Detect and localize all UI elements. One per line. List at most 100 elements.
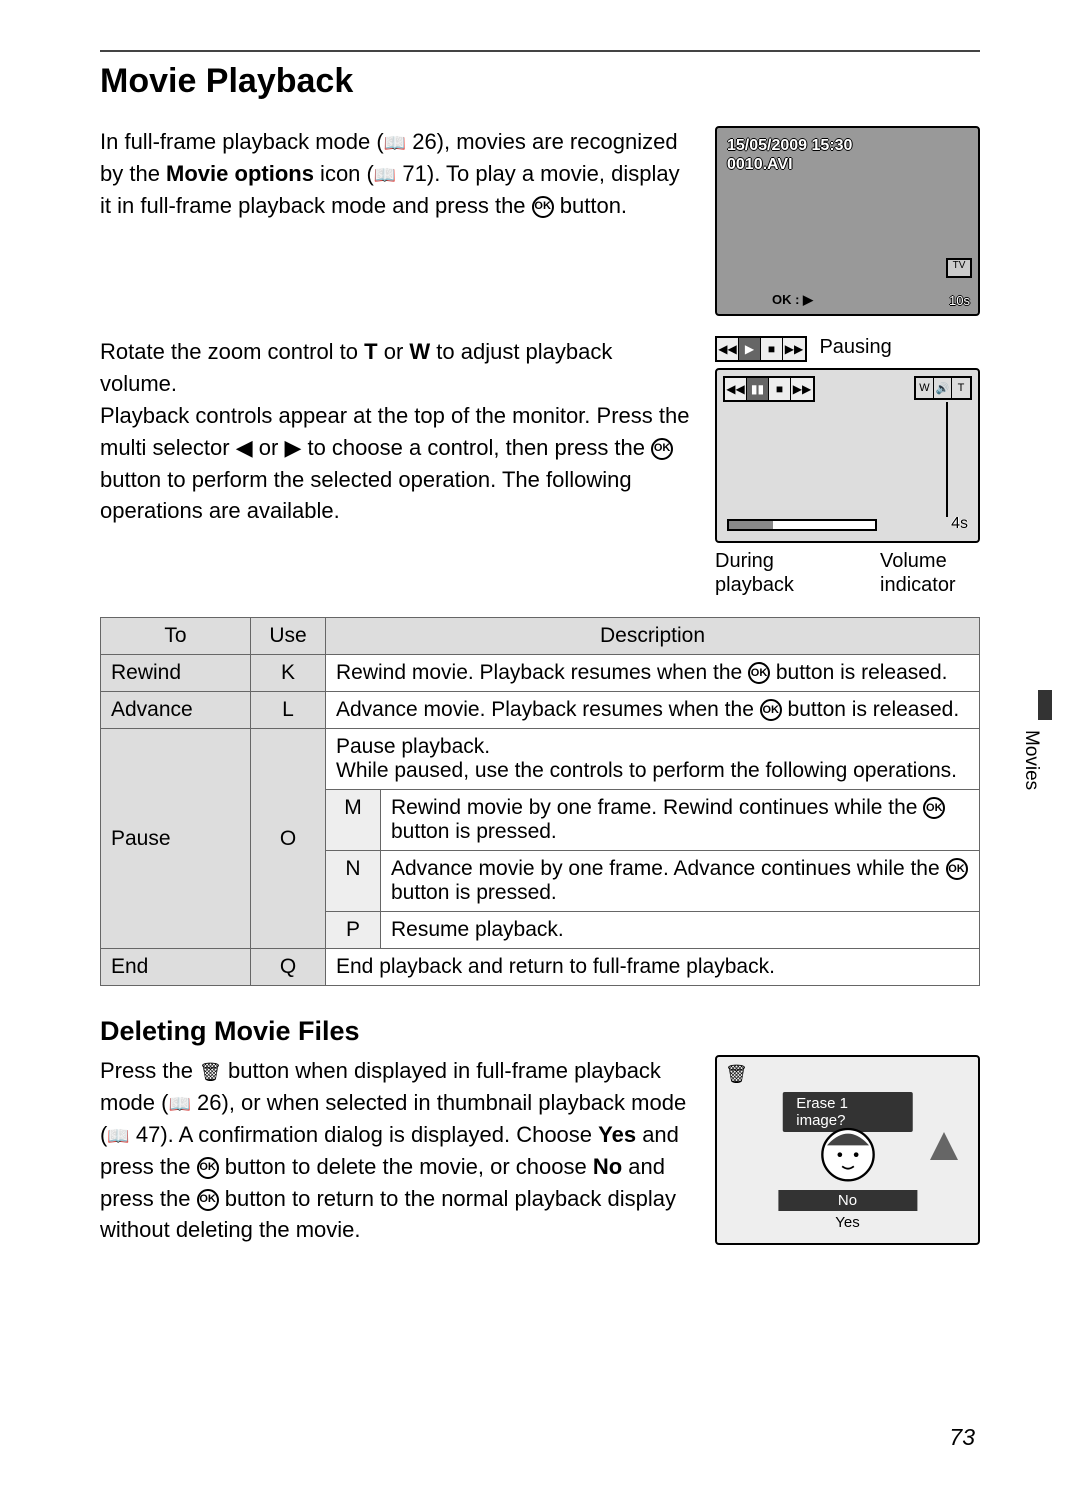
progress-fill	[729, 521, 773, 529]
volume-pointer-line	[946, 402, 948, 517]
sub-desc: Rewind movie by one frame. Rewind contin…	[381, 790, 980, 851]
d-b: button is released.	[770, 661, 947, 684]
pausing-row: ◀◀▶■▶▶ Pausing	[715, 336, 980, 362]
td-to: Advance	[101, 692, 251, 729]
volume-indicator-label: Volume indicator	[880, 549, 980, 597]
td-use: Q	[251, 949, 326, 986]
ok-icon: OK	[760, 699, 782, 721]
screen2-time: 4s	[951, 515, 968, 533]
second-diagram: ◀◀▶■▶▶ Pausing ◀◀▮▮■▶▶ W🔊T 4s During pla…	[715, 336, 980, 597]
d-a: Rewind movie. Playback resumes when the	[336, 661, 748, 684]
td-desc: Advance movie. Playback resumes when the…	[326, 692, 980, 729]
tri-right-icon	[284, 435, 301, 460]
second-block: Rotate the zoom control to T or W to adj…	[100, 336, 980, 597]
dt4: button to delete the movie, or choose	[219, 1154, 593, 1179]
th-desc: Description	[326, 618, 980, 655]
pausing-controls: ◀◀▶■▶▶	[715, 336, 807, 362]
table-row: Pause O Pause playback. While paused, us…	[101, 729, 980, 790]
tri-left-icon	[236, 435, 253, 460]
sub-key: M	[326, 790, 381, 851]
ok-icon: OK	[923, 797, 945, 819]
dyes: Yes	[598, 1122, 636, 1147]
sub-key: N	[326, 851, 381, 912]
s-W: W	[409, 339, 430, 364]
table-row: Advance L Advance movie. Playback resume…	[101, 692, 980, 729]
td-desc: End playback and return to full-frame pl…	[326, 949, 980, 986]
second-text: Rotate the zoom control to T or W to adj…	[100, 336, 690, 597]
dno: No	[593, 1154, 622, 1179]
operations-table: To Use Description Rewind K Rewind movie…	[100, 617, 980, 986]
table-row: End Q End playback and return to full-fr…	[101, 949, 980, 986]
pause-intro: Pause playback. While paused, use the co…	[326, 729, 980, 790]
trash-icon	[199, 1058, 222, 1083]
td-use: O	[251, 729, 326, 949]
screen2-top-controls: ◀◀▮▮■▶▶	[723, 376, 815, 402]
td-to: Rewind	[101, 655, 251, 692]
th-to: To	[101, 618, 251, 655]
del-no: No	[778, 1190, 917, 1211]
intro-t2: icon (	[314, 161, 374, 186]
book-icon	[107, 1122, 129, 1147]
diagram-labels: During playback Volume indicator	[715, 549, 980, 597]
side-tab: Movies	[1012, 690, 1050, 830]
page-title: Movie Playback	[100, 62, 980, 101]
volume-indicator: W🔊T	[914, 376, 972, 400]
intro-t3: button.	[554, 193, 627, 218]
during-playback-label: During playback	[715, 549, 815, 597]
sub-key: P	[326, 912, 381, 949]
screen1-datetime: 15/05/2009 15:30 0010.AVI	[727, 136, 852, 174]
ok-icon: OK	[197, 1189, 219, 1211]
del-options: No Yes	[778, 1190, 917, 1231]
ok-icon: OK	[532, 196, 554, 218]
face-illustration	[813, 1122, 883, 1192]
d-b: button is pressed.	[391, 820, 557, 843]
page-number: 73	[949, 1424, 975, 1451]
intro-block: In full-frame playback mode ( 26), movie…	[100, 126, 980, 316]
th-use: Use	[251, 618, 326, 655]
td-use: K	[251, 655, 326, 692]
deleting-heading: Deleting Movie Files	[100, 1016, 980, 1047]
screen1-file: 0010.AVI	[727, 155, 852, 174]
delete-text: Press the button when displayed in full-…	[100, 1055, 690, 1246]
screen-preview-2: ◀◀▮▮■▶▶ W🔊T 4s	[715, 368, 980, 543]
screen1-br: 10s	[949, 293, 970, 308]
ok-icon: OK	[197, 1157, 219, 1179]
s-p2c: to choose a control, then press the	[301, 435, 651, 460]
sub-desc: Resume playback.	[381, 912, 980, 949]
d-a: Advance movie by one frame. Advance cont…	[391, 857, 946, 880]
s-T: T	[364, 339, 377, 364]
book-icon	[168, 1090, 190, 1115]
screen1-date: 15/05/2009 15:30	[727, 136, 852, 155]
ok-icon: OK	[651, 438, 673, 460]
header-rule	[100, 50, 980, 52]
dref2: 47). A confirmation dialog is displayed.…	[130, 1122, 598, 1147]
td-to: Pause	[101, 729, 251, 949]
sub-desc: Advance movie by one frame. Advance cont…	[381, 851, 980, 912]
tv-badge: TV	[946, 258, 972, 278]
table-row: Rewind K Rewind movie. Playback resumes …	[101, 655, 980, 692]
progress-bar	[727, 519, 877, 531]
d-b: button is released.	[782, 698, 959, 721]
table-header-row: To Use Description	[101, 618, 980, 655]
screen-preview-1: 15/05/2009 15:30 0010.AVI TV OK : ▶ 10s	[715, 126, 980, 316]
dt1: Press the	[100, 1058, 199, 1083]
screen1-bl: OK : ▶	[772, 292, 813, 308]
s-p1a: Rotate the zoom control to	[100, 339, 364, 364]
td-desc: Rewind movie. Playback resumes when the …	[326, 655, 980, 692]
d-a: Advance movie. Playback resumes when the	[336, 698, 760, 721]
d-a: Rewind movie by one frame. Rewind contin…	[391, 796, 923, 819]
movie-options-bold: Movie options	[166, 161, 314, 186]
ok-icon: OK	[946, 858, 968, 880]
s-p1b: or	[378, 339, 410, 364]
delete-block: Press the button when displayed in full-…	[100, 1055, 980, 1246]
sailboat-illustration	[930, 1132, 958, 1160]
s-p2b: or	[253, 435, 285, 460]
s-p2d: button to perform the selected operation…	[100, 467, 632, 524]
td-to: End	[101, 949, 251, 986]
book-icon	[374, 161, 396, 186]
delete-screen-preview: Erase 1 image? No Yes	[715, 1055, 980, 1245]
book-icon	[384, 129, 406, 154]
del-trash-icon	[725, 1063, 748, 1086]
del-yes: Yes	[778, 1214, 917, 1231]
intro-text: In full-frame playback mode ( 26), movie…	[100, 126, 690, 316]
